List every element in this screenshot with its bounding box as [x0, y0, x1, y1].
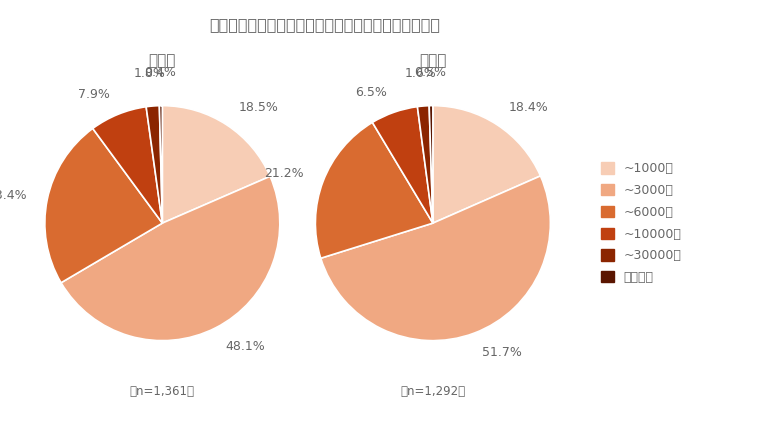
Wedge shape: [321, 176, 550, 341]
Text: 0.4%: 0.4%: [145, 66, 176, 79]
Title: 父の日: 父の日: [419, 53, 447, 68]
Text: 51.7%: 51.7%: [482, 346, 522, 360]
Wedge shape: [433, 106, 540, 223]
Text: 1.8%: 1.8%: [135, 67, 166, 80]
Title: 母の日: 母の日: [148, 53, 176, 68]
Wedge shape: [373, 107, 433, 223]
Text: 23.4%: 23.4%: [0, 189, 26, 202]
Text: （n=1,361）: （n=1,361）: [130, 385, 195, 398]
Text: 7.9%: 7.9%: [78, 88, 110, 101]
Text: 21.2%: 21.2%: [264, 168, 303, 180]
Legend: ~1000円, ~3000円, ~6000円, ~10000円, ~30000円, それ以上: ~1000円, ~3000円, ~6000円, ~10000円, ~30000円…: [598, 158, 686, 288]
Text: 今年あげるお祝いやプレゼントの予算はいくらですか: 今年あげるお祝いやプレゼントの予算はいくらですか: [209, 17, 440, 32]
Text: 0.5%: 0.5%: [414, 66, 447, 79]
Text: 18.5%: 18.5%: [238, 101, 278, 114]
Wedge shape: [159, 106, 162, 223]
Wedge shape: [93, 107, 162, 223]
Wedge shape: [315, 123, 433, 258]
Text: （n=1,292）: （n=1,292）: [400, 385, 465, 398]
Wedge shape: [417, 106, 433, 223]
Wedge shape: [146, 106, 162, 223]
Wedge shape: [45, 128, 162, 283]
Wedge shape: [429, 106, 433, 223]
Text: 18.4%: 18.4%: [509, 101, 549, 114]
Text: 6.5%: 6.5%: [356, 86, 387, 99]
Text: 48.1%: 48.1%: [225, 340, 265, 353]
Wedge shape: [162, 106, 270, 223]
Text: 1.6%: 1.6%: [405, 67, 437, 80]
Wedge shape: [61, 176, 280, 341]
